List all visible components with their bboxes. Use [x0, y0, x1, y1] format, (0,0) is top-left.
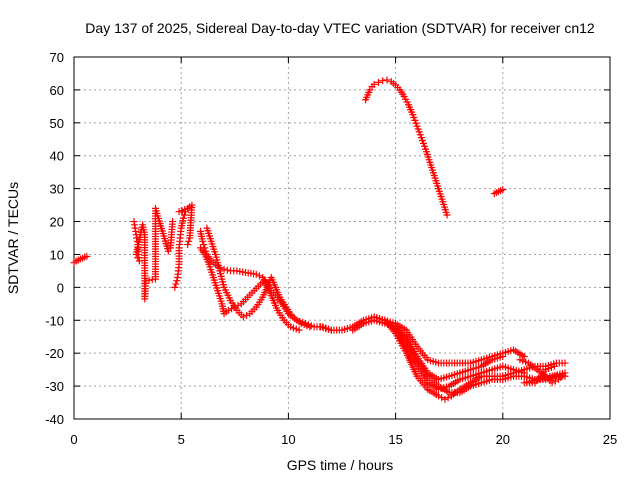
- data-point: [443, 211, 451, 219]
- data-point: [438, 394, 446, 402]
- axis-ticks: [73, 56, 611, 420]
- data-point: [561, 359, 569, 367]
- x-tick-label: 5: [178, 432, 185, 447]
- data-point: [171, 283, 179, 291]
- chart-title: Day 137 of 2025, Sidereal Day-to-day VTE…: [85, 20, 595, 36]
- data-point: [548, 379, 556, 387]
- data-point: [83, 252, 91, 260]
- x-tick-labels: 0 5 10 15 20 25: [70, 432, 617, 447]
- data-point: [239, 313, 247, 321]
- x-tick-label: 25: [603, 432, 617, 447]
- data-point: [224, 306, 232, 314]
- data-point: [252, 270, 260, 278]
- x-axis-label: GPS time / hours: [287, 457, 394, 473]
- data-point: [295, 326, 303, 334]
- data-point: [134, 254, 142, 262]
- data-point: [255, 272, 263, 280]
- data-point: [499, 352, 507, 360]
- data-point: [379, 77, 387, 85]
- data-point: [200, 241, 208, 249]
- data-point: [172, 280, 180, 288]
- data-point: [179, 214, 187, 222]
- data-point: [185, 237, 193, 245]
- series-arc-late: [516, 356, 569, 387]
- y-tick-label: 0: [57, 280, 64, 295]
- data-point: [199, 237, 207, 245]
- y-tick-label: 40: [50, 149, 64, 164]
- data-point: [220, 265, 228, 273]
- x-tick-label: 0: [70, 432, 77, 447]
- y-tick-labels: -40 -30 -20 -10 0 10 20 30 40 50 60 70: [45, 50, 64, 427]
- data-point: [550, 362, 558, 370]
- data-point: [441, 395, 449, 403]
- data-point: [223, 266, 231, 274]
- data-point: [434, 392, 442, 400]
- grid: [74, 57, 610, 419]
- data-points: [70, 76, 569, 403]
- y-tick-label: 30: [50, 182, 64, 197]
- data-point: [383, 76, 391, 84]
- y-tick-label: -10: [45, 313, 64, 328]
- data-point: [374, 78, 382, 86]
- data-point: [306, 323, 314, 331]
- data-point: [186, 234, 194, 242]
- data-point: [370, 80, 378, 88]
- series-arc-early: [70, 252, 91, 267]
- plot-frame: [73, 56, 611, 420]
- y-tick-label: 60: [50, 83, 64, 98]
- x-tick-label: 20: [496, 432, 510, 447]
- data-point: [184, 241, 192, 249]
- y-tick-label: 70: [50, 50, 64, 65]
- y-tick-label: 10: [50, 247, 64, 262]
- y-tick-label: -20: [45, 346, 64, 361]
- y-axis-label: SDTVAR / TECUs: [5, 182, 21, 294]
- y-tick-label: -30: [45, 379, 64, 394]
- data-point: [135, 257, 143, 265]
- y-tick-label: 50: [50, 116, 64, 131]
- data-point: [169, 218, 177, 226]
- x-tick-label: 10: [281, 432, 295, 447]
- data-point: [499, 186, 507, 194]
- series-arc-2.8h: [130, 204, 177, 303]
- y-tick-label: 20: [50, 215, 64, 230]
- data-point: [520, 352, 528, 360]
- data-point: [444, 394, 452, 402]
- series-arc-main-a: [317, 313, 528, 367]
- series-arc-19.7h: [490, 186, 507, 198]
- series-arc-high: [362, 76, 451, 219]
- series-arc-4.8h: [171, 201, 196, 291]
- series-arc-6.2h: [203, 224, 314, 331]
- x-tick-label: 15: [388, 432, 402, 447]
- data-point: [243, 311, 251, 319]
- y-tick-label: -40: [45, 412, 64, 427]
